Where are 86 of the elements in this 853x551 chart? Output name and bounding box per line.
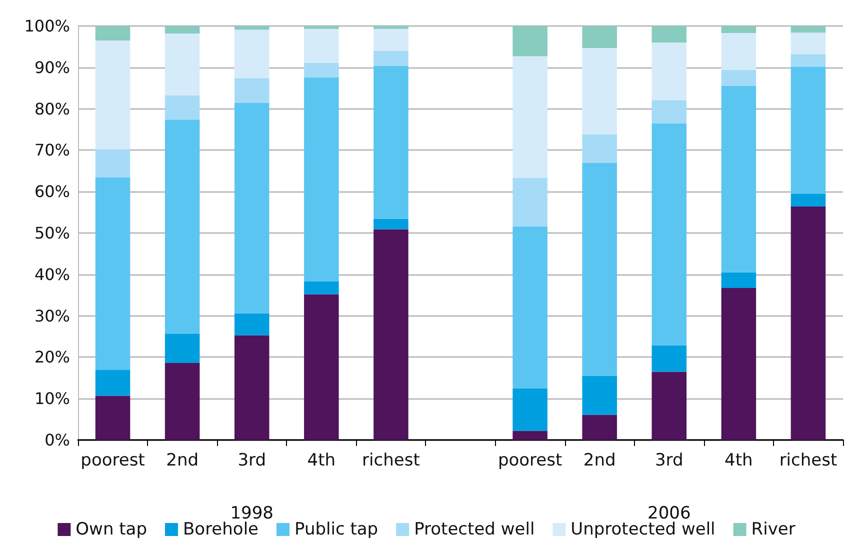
bar <box>652 26 687 43</box>
bar <box>234 103 270 314</box>
y-tick-label: 80% <box>34 99 70 118</box>
bar <box>721 86 756 272</box>
bar <box>652 100 687 124</box>
bar <box>582 26 617 48</box>
bar <box>721 33 756 70</box>
bar <box>582 163 617 376</box>
bar <box>304 294 339 440</box>
bar <box>304 77 339 282</box>
bar <box>234 78 270 104</box>
bar <box>790 66 826 194</box>
x-tick-label: poorest <box>80 450 146 470</box>
x-tick-label: 3rd <box>238 450 266 470</box>
bar <box>374 50 408 66</box>
bar <box>304 62 339 78</box>
bar <box>790 54 826 67</box>
bar <box>95 396 130 440</box>
y-tick-label: 50% <box>34 224 70 242</box>
legend-label: Own tap <box>76 520 148 540</box>
x-tick-label: 4th <box>724 450 753 470</box>
bar <box>652 345 687 372</box>
bar <box>790 206 826 440</box>
bar <box>164 96 200 120</box>
bar <box>164 362 200 440</box>
bar <box>721 70 756 86</box>
bar <box>234 26 270 30</box>
bar <box>512 178 548 226</box>
bar <box>582 48 617 134</box>
bar <box>790 32 826 54</box>
legend-label: Unprotected well <box>570 520 716 540</box>
x-tick-label: 4th <box>307 450 336 470</box>
y-tick-label: 60% <box>34 182 70 202</box>
bar <box>95 149 130 178</box>
y-tick-label: 0% <box>44 430 70 450</box>
bar <box>95 26 130 40</box>
bar <box>304 28 339 63</box>
x-tick-label: richest <box>779 450 838 470</box>
bar <box>721 288 756 440</box>
bar <box>582 134 617 164</box>
bar <box>304 26 339 29</box>
x-tick-label: 3rd <box>654 450 684 470</box>
bar <box>234 335 270 440</box>
y-tick-label: 100% <box>24 16 70 36</box>
bar <box>374 26 408 29</box>
bar <box>164 26 200 34</box>
legend-label: River <box>751 520 796 540</box>
x-tick-label: 2nd <box>166 450 199 470</box>
bar <box>790 26 826 33</box>
bar <box>95 40 130 150</box>
bar <box>95 370 130 396</box>
bar <box>374 28 408 51</box>
y-tick-label: 40% <box>34 264 70 284</box>
bar <box>512 430 548 440</box>
bar <box>721 272 756 288</box>
y-tick-label: 20% <box>34 348 70 367</box>
bar <box>721 26 756 34</box>
bar <box>582 376 617 415</box>
bar <box>512 226 548 388</box>
legend-label: Public tap <box>294 520 378 540</box>
bar <box>164 334 200 363</box>
bar <box>512 26 548 56</box>
bar <box>374 229 408 440</box>
bar <box>374 218 408 230</box>
bar <box>790 194 826 207</box>
bar <box>164 33 200 96</box>
bar <box>512 388 548 431</box>
bar <box>582 414 617 440</box>
y-tick-label: 30% <box>34 306 70 326</box>
bar <box>234 30 270 78</box>
y-tick-label: 10% <box>34 389 70 408</box>
bar <box>652 42 687 100</box>
legend-label: Protected well <box>414 520 535 540</box>
x-tick-label: poorest <box>498 450 562 470</box>
bar <box>95 178 130 370</box>
bar <box>374 66 408 219</box>
bar <box>164 120 200 334</box>
y-tick-label: 90% <box>34 58 70 77</box>
bar <box>652 123 687 346</box>
bar <box>512 56 548 178</box>
x-tick-label: 2nd <box>583 450 616 470</box>
y-tick-label: 70% <box>34 140 70 160</box>
bar <box>234 313 270 336</box>
bar <box>304 281 339 294</box>
bar <box>652 372 687 440</box>
x-tick-label: richest <box>362 450 420 470</box>
